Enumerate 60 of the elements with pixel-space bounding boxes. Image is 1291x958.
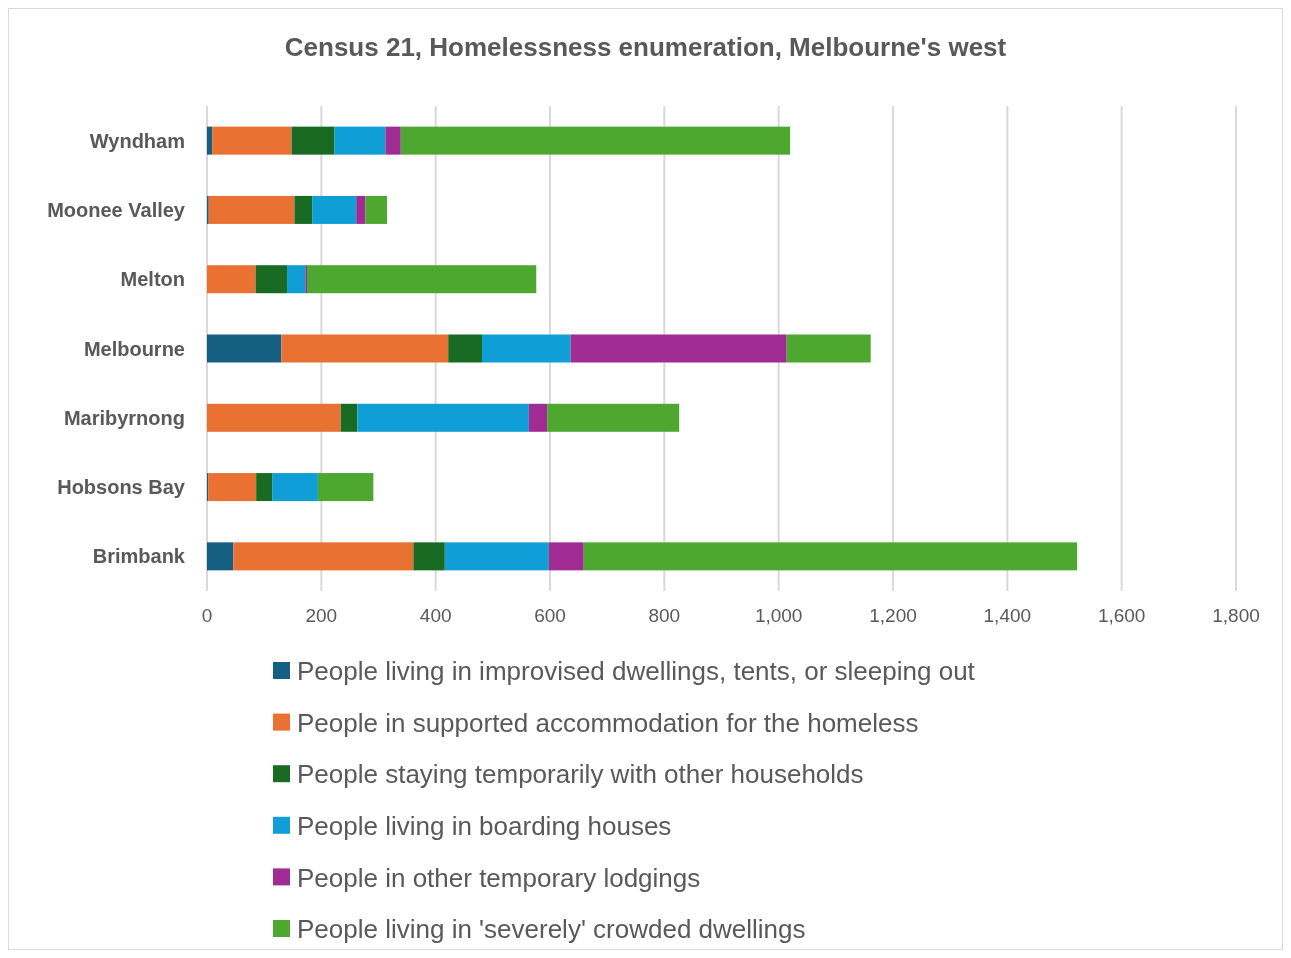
x-tick-label: 800 — [648, 605, 681, 626]
legend-label: People staying temporarily with other households — [297, 759, 864, 790]
y-tick-label: Moonee Valley — [47, 198, 186, 221]
y-tick-label: Wyndham — [89, 129, 185, 152]
bar — [334, 126, 386, 155]
bar — [207, 403, 341, 432]
legend-label: People living in 'severely' crowded dwellings — [297, 914, 806, 945]
y-tick-label: Melton — [120, 268, 185, 291]
x-tick-label: 200 — [305, 605, 338, 626]
bar — [312, 195, 357, 224]
bar — [413, 542, 445, 571]
bar — [448, 334, 482, 363]
bar — [207, 542, 234, 571]
bar — [481, 334, 571, 363]
bar — [570, 334, 787, 363]
bar — [208, 195, 295, 224]
y-tick-label: Hobsons Bay — [57, 476, 186, 499]
bar — [281, 334, 449, 363]
bar — [385, 126, 401, 155]
bar — [317, 473, 374, 502]
bar — [528, 403, 548, 432]
bar — [272, 473, 318, 502]
chart-title: Census 21, Homelessness enumeration, Melbourne's west — [284, 32, 1007, 62]
bar — [207, 265, 256, 294]
bar — [357, 403, 529, 432]
bar — [786, 334, 871, 363]
bar — [365, 195, 388, 224]
bar — [212, 126, 292, 155]
legend-label: People in other temporary lodgings — [297, 862, 701, 893]
x-tick-label: 1,200 — [869, 605, 917, 626]
x-tick-label: 1,600 — [1097, 605, 1146, 626]
bar — [548, 542, 584, 571]
bar — [291, 126, 335, 155]
x-tick-label: 1,000 — [754, 605, 803, 626]
x-tick-label: 1,800 — [1212, 605, 1260, 626]
legend-label: People living in boarding houses — [297, 810, 672, 841]
bar — [208, 473, 257, 502]
bar — [207, 126, 213, 155]
bar — [233, 542, 414, 571]
bar — [294, 195, 313, 224]
bar — [307, 265, 537, 294]
bar — [547, 403, 680, 432]
bar — [207, 334, 282, 363]
bar — [255, 265, 288, 294]
bar — [356, 195, 366, 224]
bar — [287, 265, 306, 294]
x-tick-label: 0 — [201, 605, 213, 626]
bar — [583, 542, 1078, 571]
bar — [444, 542, 549, 571]
x-tick-label: 400 — [419, 605, 452, 626]
y-tick-label: Melbourne — [83, 337, 185, 360]
legend-label: People living in improvised dwellings, tents, or sleeping out — [297, 656, 976, 687]
x-tick-label: 1,400 — [983, 605, 1032, 626]
legend-label: People in supported accommodation for the homeless — [297, 707, 919, 738]
y-tick-label: Brimbank — [92, 545, 186, 568]
bar — [256, 473, 273, 502]
y-tick-label: Maribyrnong — [63, 406, 185, 429]
x-tick-label: 600 — [534, 605, 566, 626]
bar — [400, 126, 791, 155]
bar — [340, 403, 358, 432]
